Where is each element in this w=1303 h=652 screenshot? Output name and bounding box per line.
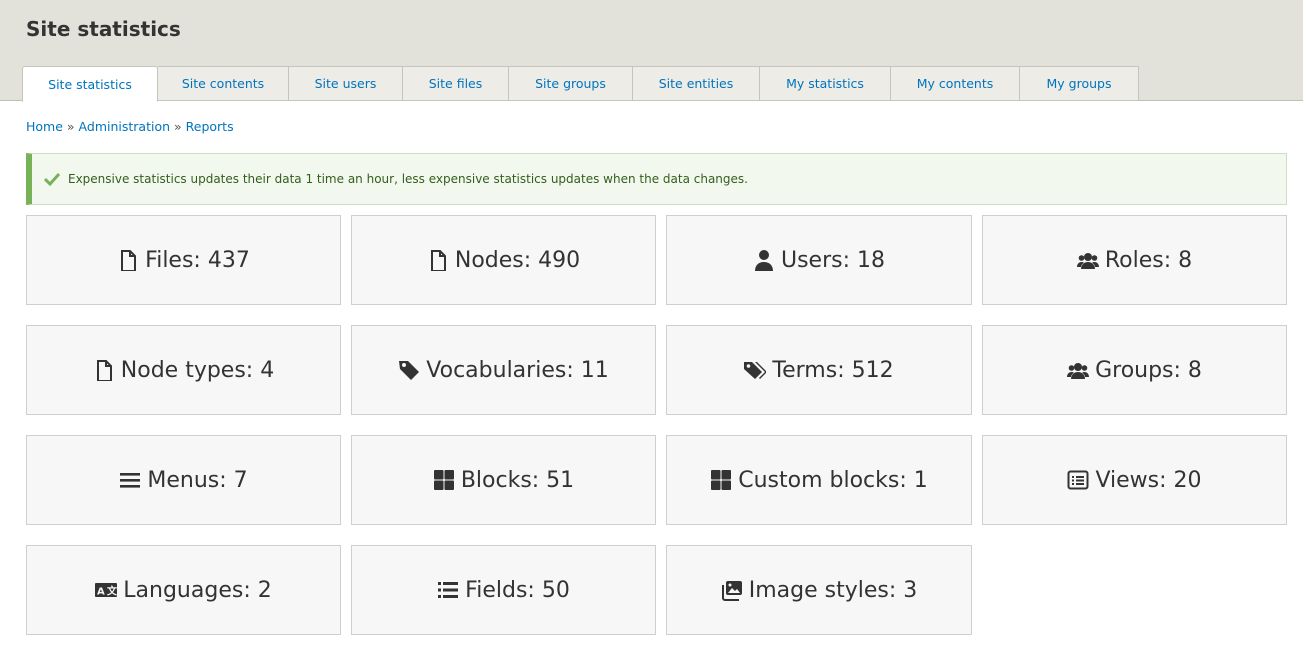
file-icon bbox=[96, 360, 112, 381]
stat-card-groups: Groups: 8 bbox=[982, 325, 1287, 415]
stat-label: Groups: 8 bbox=[1095, 357, 1202, 383]
stat-label: Roles: 8 bbox=[1104, 247, 1193, 273]
stat-card-files: Files: 437 bbox=[26, 215, 341, 305]
file-icon bbox=[430, 250, 446, 271]
stat-label: Files: 437 bbox=[145, 247, 250, 273]
images-icon bbox=[721, 581, 742, 601]
stat-label: Blocks: 51 bbox=[460, 467, 575, 493]
stat-card-views: Views: 20 bbox=[982, 435, 1287, 525]
stat-card-node-types: Node types: 4 bbox=[26, 325, 341, 415]
stat-card-roles: Roles: 8 bbox=[982, 215, 1287, 305]
page-header: Site statistics Site statistics Site con… bbox=[0, 0, 1303, 102]
file-icon bbox=[121, 250, 137, 271]
tab-my-statistics[interactable]: My statistics bbox=[760, 66, 891, 101]
list-icon bbox=[438, 582, 459, 598]
user-icon bbox=[754, 250, 773, 271]
stat-label: Terms: 512 bbox=[772, 357, 894, 383]
stat-card-custom-blocks: Custom blocks: 1 bbox=[666, 435, 972, 525]
stat-card-users: Users: 18 bbox=[666, 215, 972, 305]
tab-site-groups[interactable]: Site groups bbox=[509, 66, 633, 101]
stat-card-fields: Fields: 50 bbox=[351, 545, 656, 635]
status-message-text: Expensive statistics updates their data … bbox=[68, 172, 748, 186]
svg-text:A: A bbox=[97, 587, 105, 598]
breadcrumb: Home » Administration » Reports bbox=[26, 119, 234, 134]
svg-text:文: 文 bbox=[107, 585, 117, 598]
stat-card-languages: A 文 Languages: 2 bbox=[26, 545, 341, 635]
users-icon bbox=[1076, 253, 1099, 269]
stat-label: Menus: 7 bbox=[147, 467, 248, 493]
stat-card-blocks: Blocks: 51 bbox=[351, 435, 656, 525]
stat-card-image-styles: Image styles: 3 bbox=[666, 545, 972, 635]
stat-label: Node types: 4 bbox=[120, 357, 275, 383]
tab-site-entities[interactable]: Site entities bbox=[633, 66, 760, 101]
tab-site-users[interactable]: Site users bbox=[289, 66, 403, 101]
stat-label: Vocabularies: 11 bbox=[426, 357, 609, 383]
breadcrumb-administration[interactable]: Administration bbox=[78, 119, 171, 134]
stat-label: Languages: 2 bbox=[123, 577, 272, 603]
tag-icon bbox=[399, 361, 420, 380]
page-title: Site statistics bbox=[26, 17, 181, 41]
grid-icon bbox=[433, 470, 454, 490]
status-message: Expensive statistics updates their data … bbox=[26, 153, 1287, 205]
stat-card-menus: Menus: 7 bbox=[26, 435, 341, 525]
tabs: Site statistics Site contents Site users… bbox=[22, 66, 1139, 102]
stat-label: Image styles: 3 bbox=[748, 577, 918, 603]
stat-card-terms: Terms: 512 bbox=[666, 325, 972, 415]
breadcrumb-home[interactable]: Home bbox=[26, 119, 63, 134]
grid-icon bbox=[711, 470, 732, 490]
tags-icon bbox=[744, 362, 767, 379]
stat-label: Views: 20 bbox=[1095, 467, 1202, 493]
stat-card-vocabularies: Vocabularies: 11 bbox=[351, 325, 656, 415]
tab-site-statistics[interactable]: Site statistics bbox=[22, 66, 158, 102]
stat-card-nodes: Nodes: 490 bbox=[351, 215, 656, 305]
users-icon bbox=[1067, 363, 1090, 379]
check-icon bbox=[44, 172, 60, 186]
tab-site-contents[interactable]: Site contents bbox=[158, 66, 289, 101]
stat-label: Users: 18 bbox=[780, 247, 885, 273]
list-alt-icon bbox=[1067, 470, 1089, 490]
tab-my-contents[interactable]: My contents bbox=[891, 66, 1020, 101]
bars-icon bbox=[120, 473, 141, 488]
tab-my-groups[interactable]: My groups bbox=[1020, 66, 1139, 101]
stat-label: Nodes: 490 bbox=[454, 247, 581, 273]
tab-site-files[interactable]: Site files bbox=[403, 66, 509, 101]
stat-label: Fields: 50 bbox=[465, 577, 570, 603]
breadcrumb-separator: » bbox=[174, 119, 182, 134]
breadcrumb-separator: » bbox=[66, 119, 75, 134]
breadcrumb-reports[interactable]: Reports bbox=[185, 119, 234, 134]
stat-label: Custom blocks: 1 bbox=[738, 467, 928, 493]
